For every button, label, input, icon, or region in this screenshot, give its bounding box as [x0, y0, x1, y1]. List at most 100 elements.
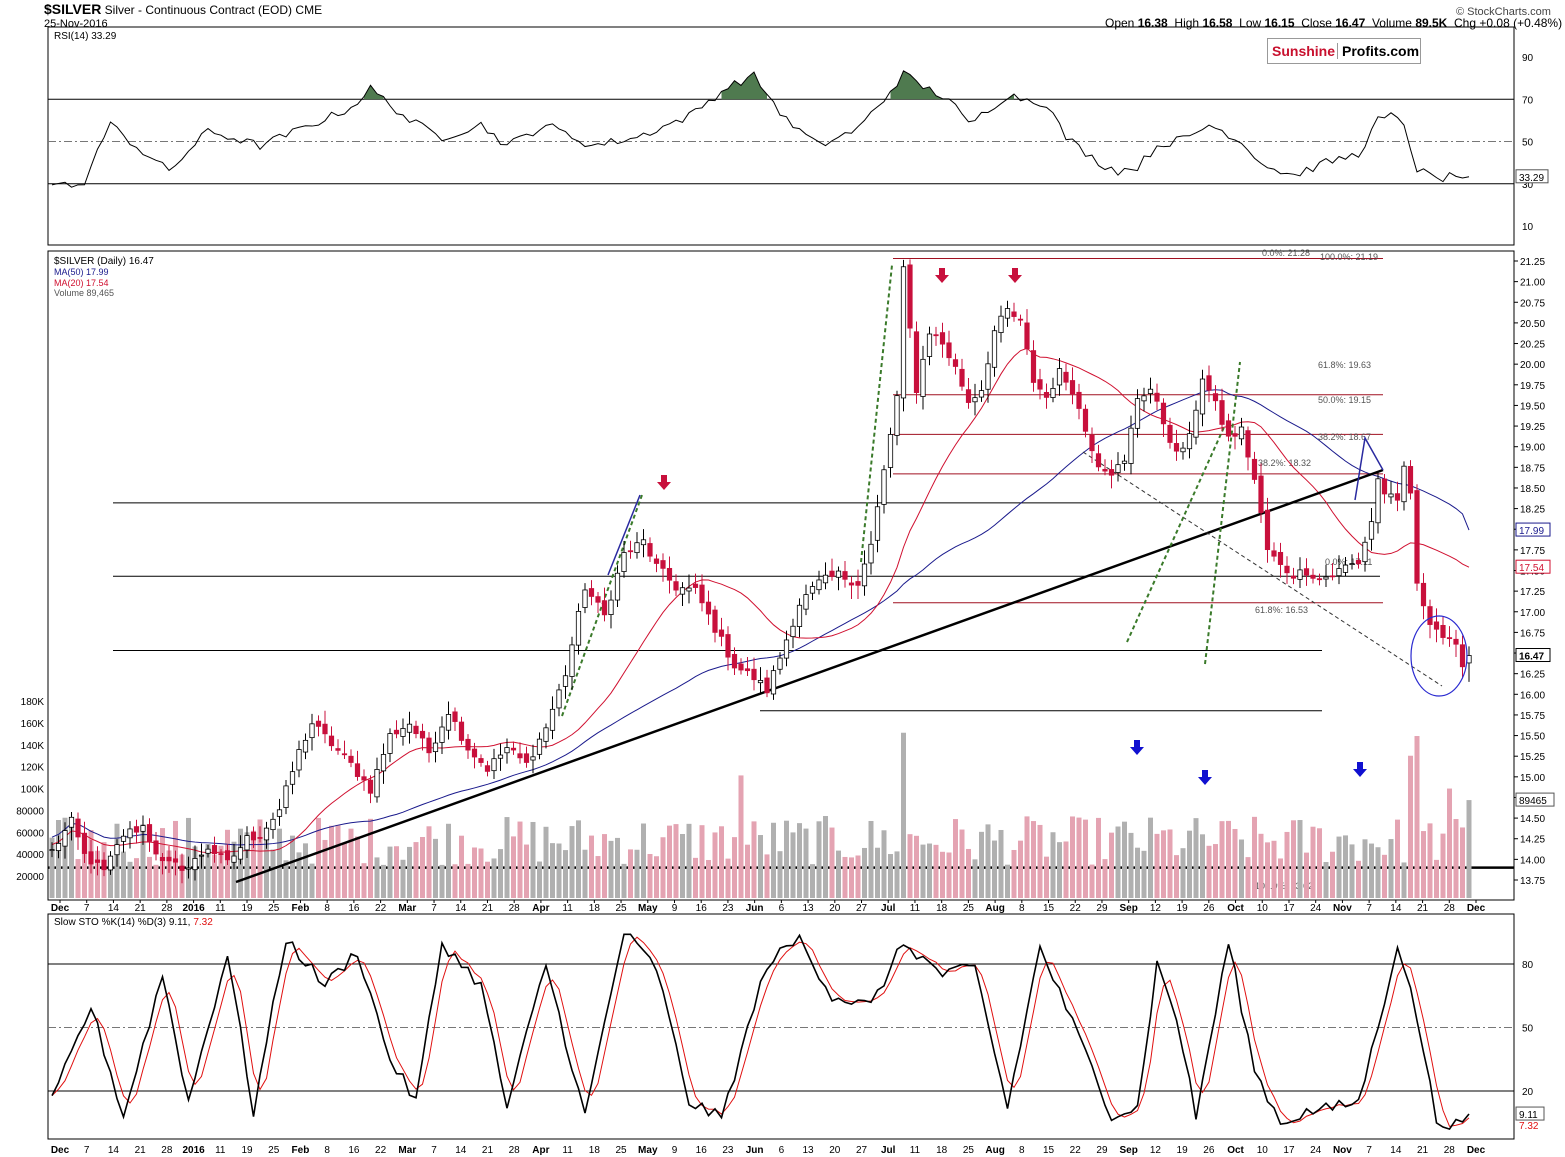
candle-body [491, 758, 497, 772]
volume-bar [693, 857, 698, 898]
candle-body [1063, 371, 1069, 383]
candle-body [172, 858, 179, 863]
candle-body [712, 609, 718, 633]
volume-bar [270, 849, 276, 898]
volume-bar [1102, 859, 1108, 898]
volume-bar [1070, 816, 1075, 898]
x-axis-label-bottom: 8 [1019, 1145, 1025, 1156]
blue-down-arrow-icon [1134, 740, 1140, 747]
candle-body [1030, 350, 1037, 383]
volume-bar [1421, 831, 1426, 898]
volume-bar [751, 821, 757, 898]
rsi-badge-box [1515, 169, 1549, 184]
volume-bar [972, 859, 978, 898]
volume-bar [472, 847, 477, 898]
volume-bar [446, 823, 451, 898]
volume-bar [1453, 819, 1459, 898]
volume-bar [1200, 834, 1205, 898]
red-down-arrow-icon [1012, 268, 1018, 275]
candle-body [978, 390, 985, 398]
sto-tick-label: 20 [1522, 1087, 1534, 1098]
x-axis-label-bottom: 16 [348, 1145, 360, 1156]
volume-bar [316, 817, 321, 898]
x-axis-label-bottom: 11 [910, 1145, 921, 1156]
volume-bar [1135, 847, 1140, 898]
candle-body [302, 739, 309, 753]
candle-body [1362, 541, 1368, 563]
price-tick-label: 20.50 [1520, 319, 1545, 330]
x-axis-label-bottom: 9 [672, 1145, 678, 1156]
x-axis-label: 14 [455, 903, 467, 914]
volume-bar [602, 834, 607, 898]
volume-bar [1323, 862, 1329, 898]
volume-bar [322, 839, 328, 898]
volume-bar [1219, 821, 1225, 898]
candle-body [198, 854, 205, 857]
candle-body [322, 723, 328, 735]
candle-body [68, 816, 75, 828]
x-axis-label: 14 [108, 903, 120, 914]
candle-body [1076, 391, 1082, 409]
price-tick-label: 20.25 [1520, 340, 1545, 351]
exchange: CME [295, 3, 323, 17]
candle-body [744, 668, 751, 672]
volume-bar [608, 840, 614, 898]
x-axis-label: 7 [1366, 903, 1372, 914]
volume-bar [582, 849, 588, 898]
candle-body [647, 543, 653, 557]
red-down-arrow-icon [1008, 275, 1022, 283]
candle-body [426, 737, 432, 754]
volume-tick-label: 140K [21, 741, 45, 752]
volume-bar [1330, 851, 1335, 898]
red-down-arrow-icon [657, 482, 671, 490]
candle-body [1453, 638, 1459, 645]
candle-body [1251, 458, 1258, 480]
volume-bar [1362, 839, 1368, 898]
volume-bar [1271, 840, 1277, 898]
price-tick-label: 14.25 [1520, 835, 1545, 846]
x-axis-label-bottom: Oct [1227, 1145, 1244, 1156]
candle-body [887, 434, 894, 468]
candle-body [783, 639, 790, 659]
ma20-badge-box [1515, 559, 1551, 574]
ma20-line [51, 347, 1470, 854]
x-axis-label: 12 [1150, 903, 1162, 914]
blue-down-arrow-icon [1198, 777, 1212, 785]
candle-body [1349, 563, 1355, 565]
x-axis-label-bottom: 19 [1177, 1145, 1189, 1156]
candle-body [224, 850, 231, 861]
volume-bar [407, 846, 412, 898]
candle-body [998, 315, 1004, 333]
candle-body [861, 563, 868, 587]
x-axis-label: 28 [1444, 903, 1456, 914]
volume-bar [303, 843, 308, 898]
candle-body [1141, 395, 1147, 402]
candle-body [1342, 564, 1349, 573]
candle-body [835, 570, 842, 578]
sto-panel [48, 933, 1514, 1131]
volume-bar [660, 837, 666, 898]
volume-bar [992, 840, 997, 898]
volume-bar [439, 864, 445, 898]
volume-bar [69, 817, 74, 898]
candle-body [400, 728, 406, 737]
candle-body [653, 558, 660, 564]
volume-bar [296, 852, 302, 898]
candle-body [179, 865, 185, 871]
x-axis-label: 11 [562, 903, 573, 914]
volume-bar [1031, 821, 1036, 898]
volume-bar [1167, 829, 1173, 898]
x-axis-label-bottom: Nov [1333, 1145, 1352, 1156]
candle-body [452, 711, 458, 722]
x-axis-label: 18 [936, 903, 948, 914]
volume-bar [75, 859, 81, 898]
blue-down-arrow-icon [1202, 770, 1208, 777]
x-axis-label-bottom: 7 [1366, 1145, 1372, 1156]
candle-body [270, 818, 276, 831]
candle-body [166, 856, 172, 862]
volume-bar [1239, 839, 1244, 898]
volume-bar [732, 837, 737, 898]
volume-bar [166, 850, 172, 898]
candle-body [49, 849, 55, 851]
volume-bar [907, 834, 913, 898]
